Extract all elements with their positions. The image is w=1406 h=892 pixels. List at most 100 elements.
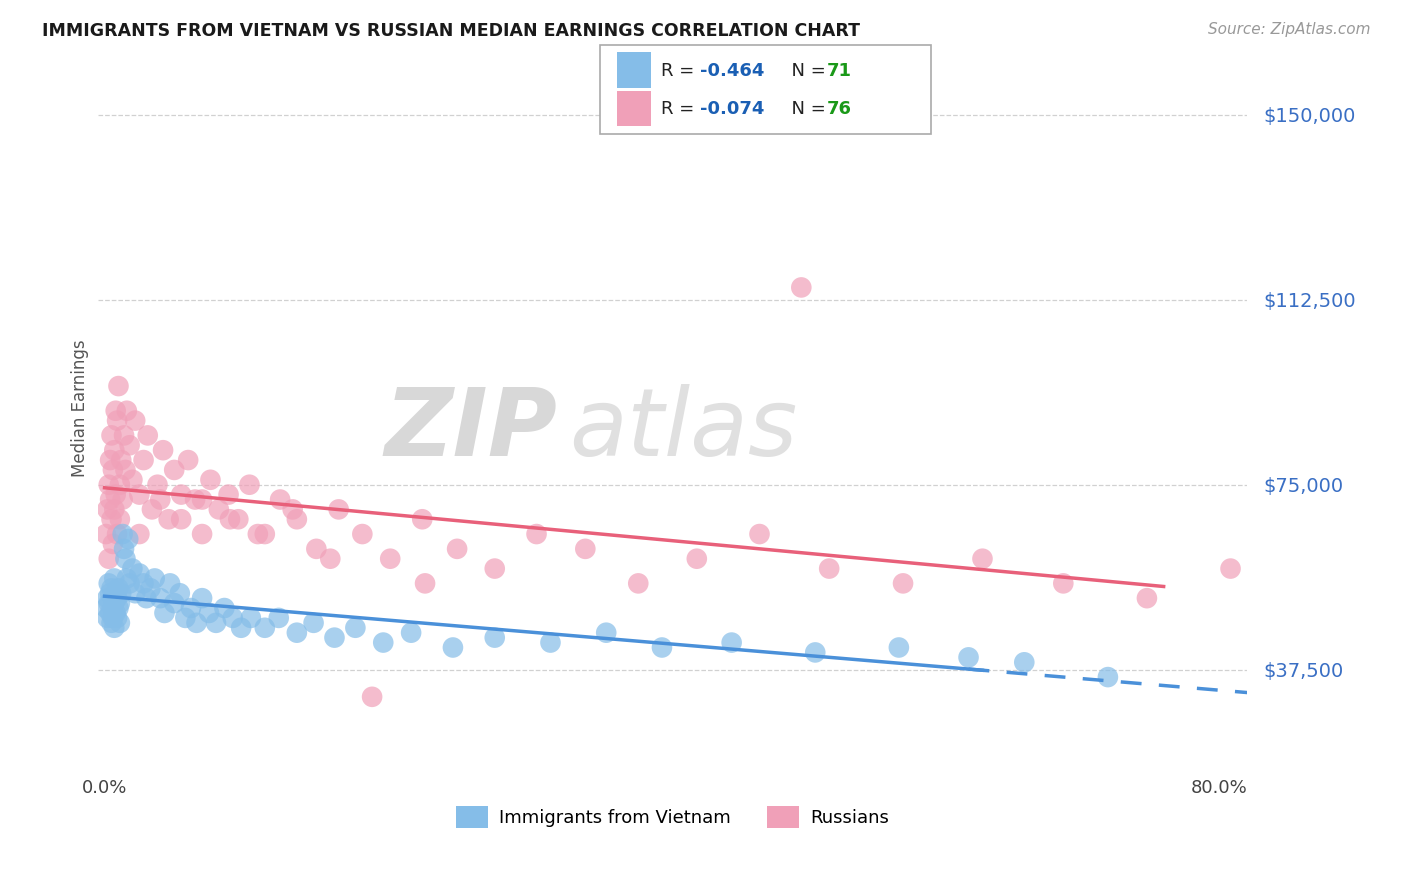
Point (107, 379, 129, 393)
Point (104, 487, 127, 501)
Point (229, 621, 252, 635)
Point (112, 541, 135, 556)
Text: ZIP: ZIP (385, 384, 557, 475)
Point (128, 487, 150, 501)
Point (484, 561, 506, 575)
Point (214, 601, 236, 615)
Point (170, 487, 193, 501)
Point (115, 403, 138, 417)
Point (103, 596, 125, 610)
Point (114, 463, 136, 477)
Point (323, 631, 346, 645)
Point (238, 477, 260, 491)
Point (163, 463, 186, 477)
Point (100, 428, 122, 442)
Point (208, 502, 231, 516)
Text: atlas: atlas (569, 384, 797, 475)
Point (97, 477, 120, 491)
Point (163, 596, 186, 610)
Point (118, 438, 141, 452)
Text: -0.464: -0.464 (700, 62, 765, 79)
Point (191, 527, 214, 541)
Text: Source: ZipAtlas.com: Source: ZipAtlas.com (1208, 22, 1371, 37)
Point (146, 477, 169, 491)
Point (411, 512, 433, 526)
Point (269, 492, 291, 507)
Y-axis label: Median Earnings: Median Earnings (72, 340, 89, 477)
Point (191, 492, 214, 507)
Point (128, 566, 150, 581)
Point (101, 537, 124, 551)
Point (361, 690, 384, 704)
Point (94, 601, 117, 615)
Point (115, 571, 138, 585)
Point (143, 571, 166, 585)
Point (218, 487, 240, 501)
Point (281, 502, 304, 516)
Text: IMMIGRANTS FROM VIETNAM VS RUSSIAN MEDIAN EARNINGS CORRELATION CHART: IMMIGRANTS FROM VIETNAM VS RUSSIAN MEDIA… (42, 22, 860, 40)
Point (136, 428, 159, 442)
Point (105, 611, 128, 625)
Point (253, 621, 276, 635)
Point (328, 502, 350, 516)
Point (540, 635, 562, 649)
Point (107, 582, 129, 596)
Point (103, 443, 125, 458)
Text: R =: R = (661, 100, 700, 119)
Point (302, 615, 325, 630)
Point (96, 591, 118, 606)
Point (97, 576, 120, 591)
Point (108, 596, 131, 610)
Point (446, 541, 468, 556)
Point (153, 606, 176, 620)
Point (748, 527, 770, 541)
Point (627, 576, 650, 591)
Point (1219, 561, 1241, 575)
Point (101, 601, 124, 615)
Point (413, 576, 436, 591)
Point (104, 606, 127, 620)
Point (651, 640, 673, 655)
Point (399, 625, 422, 640)
Point (96, 502, 118, 516)
Point (128, 527, 150, 541)
Point (441, 640, 464, 655)
Point (200, 473, 222, 487)
Point (380, 551, 402, 566)
Point (149, 591, 172, 606)
Point (105, 591, 128, 606)
Text: N =: N = (780, 62, 832, 79)
Point (101, 591, 124, 606)
Point (104, 586, 127, 600)
Legend: Immigrants from Vietnam, Russians: Immigrants from Vietnam, Russians (449, 799, 897, 836)
Text: 76: 76 (827, 100, 852, 119)
Point (117, 532, 139, 546)
Point (285, 625, 308, 640)
Point (107, 601, 129, 615)
Point (100, 512, 122, 526)
Text: N =: N = (780, 100, 832, 119)
Point (121, 473, 143, 487)
Point (98, 586, 121, 600)
Point (170, 512, 193, 526)
Point (1097, 670, 1119, 684)
Point (141, 502, 163, 516)
Point (111, 527, 134, 541)
Point (191, 591, 214, 606)
Point (184, 492, 207, 507)
Point (198, 606, 221, 620)
Point (804, 645, 827, 659)
Point (686, 551, 709, 566)
Point (112, 428, 135, 442)
Point (132, 576, 155, 591)
Point (305, 541, 328, 556)
Point (124, 414, 146, 428)
Point (887, 640, 910, 655)
Point (228, 512, 250, 526)
Point (177, 453, 200, 467)
Point (139, 582, 162, 596)
Point (1014, 655, 1036, 669)
Point (1136, 591, 1159, 606)
Point (319, 551, 342, 566)
Point (219, 512, 242, 526)
